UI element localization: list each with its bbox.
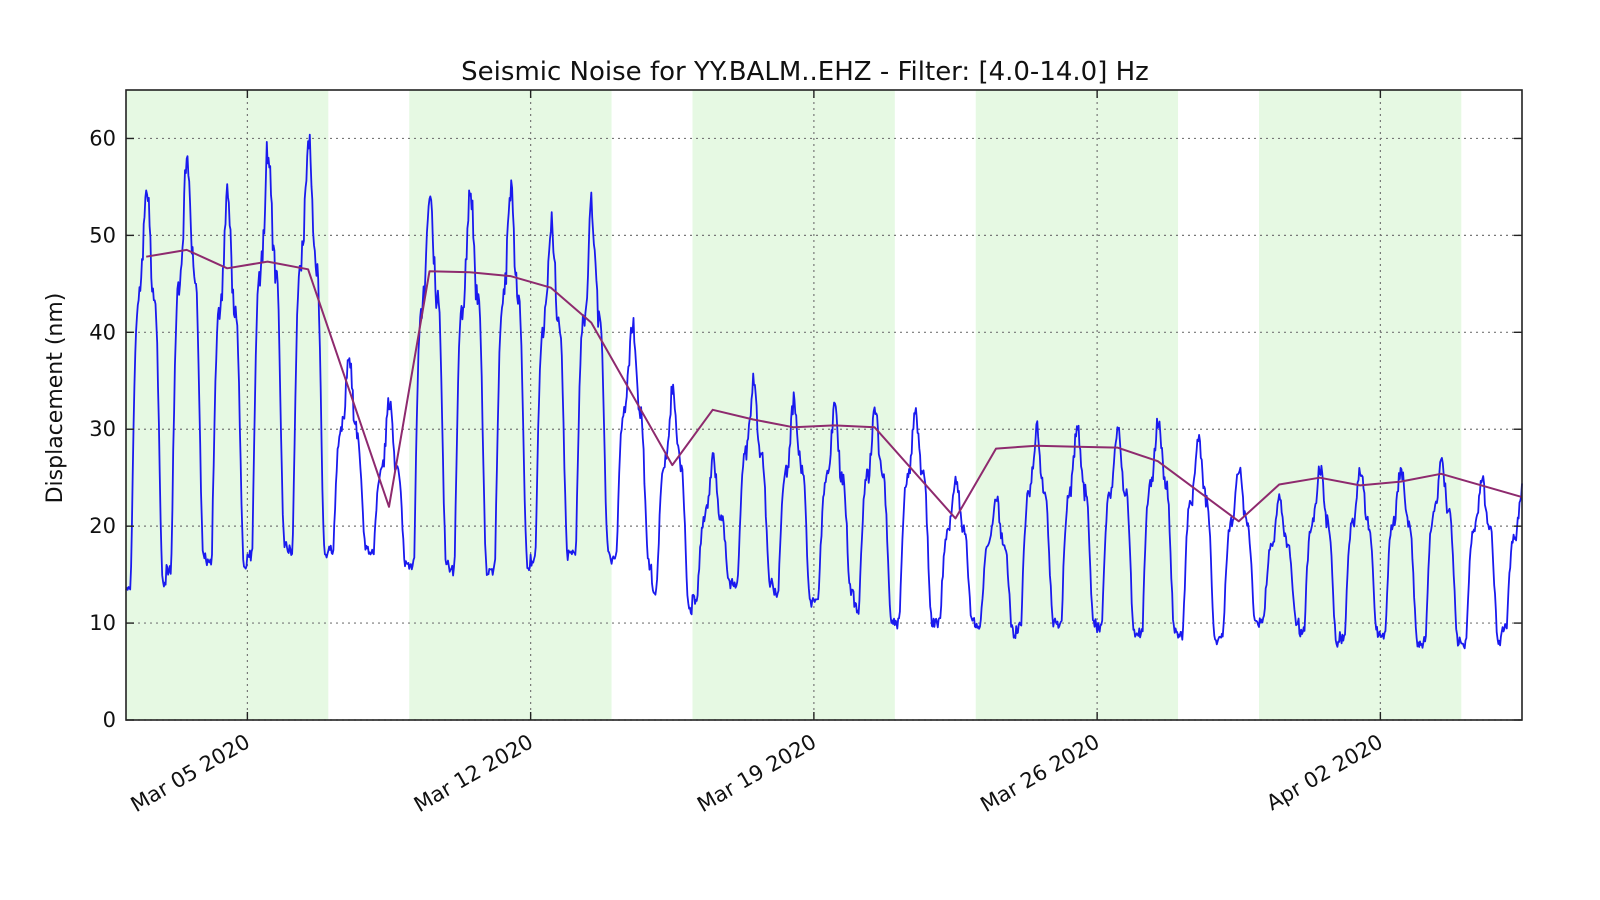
series-lines — [125, 133, 1523, 650]
x-tick-label: Mar 19 2020 — [693, 730, 820, 817]
y-axis-label: Displacement (nm) — [43, 293, 68, 504]
plot-frame — [125, 89, 1523, 721]
weekday-bands — [126, 90, 1462, 720]
chart-title: Seismic Noise for YY.BALM..EHZ - Filter:… — [461, 57, 1149, 87]
y-tick-label: 0 — [103, 708, 116, 732]
y-tick-label: 30 — [89, 417, 116, 441]
weekday-band-3 — [975, 90, 1179, 720]
y-tick-label: 20 — [89, 514, 116, 538]
y-tick-label: 60 — [89, 126, 116, 150]
y-tick-label: 50 — [89, 223, 116, 247]
y-tick-label: 10 — [89, 611, 116, 635]
y-tick-label: 40 — [89, 320, 116, 344]
x-tick-label: Mar 26 2020 — [976, 730, 1103, 817]
series-line-raw — [125, 133, 1523, 650]
x-tick-label: Mar 12 2020 — [410, 730, 537, 817]
series-line-median — [146, 248, 1523, 523]
x-tick-label: Apr 02 2020 — [1262, 730, 1386, 816]
weekday-band-4 — [1258, 90, 1462, 720]
x-tick-label: Mar 05 2020 — [127, 730, 254, 817]
